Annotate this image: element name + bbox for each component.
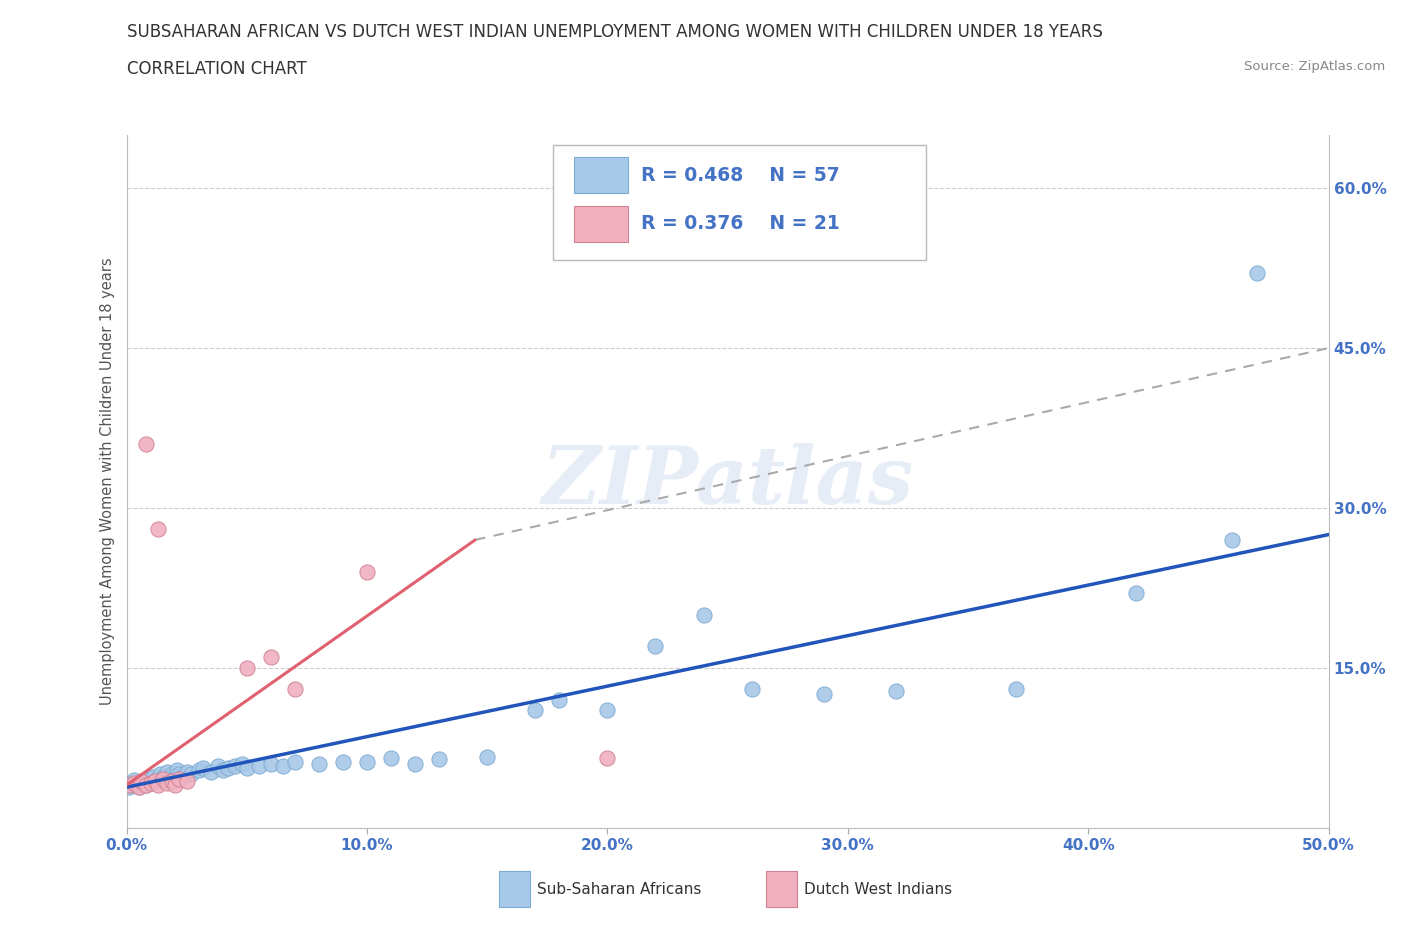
Point	[180, 767, 202, 782]
Point	[211, 763, 233, 777]
Point	[120, 776, 142, 790]
Point	[271, 759, 294, 774]
Point	[152, 771, 174, 786]
FancyBboxPatch shape	[554, 145, 927, 259]
Point	[118, 779, 141, 794]
Point	[145, 774, 167, 789]
Text: R = 0.468    N = 57: R = 0.468 N = 57	[641, 166, 839, 184]
Point	[1222, 533, 1244, 548]
Point	[284, 754, 307, 769]
Point	[596, 751, 619, 766]
Point	[524, 703, 547, 718]
Point	[146, 777, 169, 792]
Y-axis label: Unemployment Among Women with Children Under 18 years: Unemployment Among Women with Children U…	[100, 258, 115, 705]
Point	[132, 774, 155, 789]
Point	[176, 774, 198, 789]
Point	[170, 769, 193, 784]
Point	[380, 751, 402, 766]
Point	[692, 607, 714, 622]
Text: ZIPatlas: ZIPatlas	[541, 443, 914, 520]
Text: R = 0.376    N = 21: R = 0.376 N = 21	[641, 214, 839, 233]
FancyBboxPatch shape	[574, 206, 628, 242]
Point	[260, 756, 283, 771]
Text: CORRELATION CHART: CORRELATION CHART	[127, 60, 307, 78]
Point	[596, 703, 619, 718]
Point	[548, 692, 571, 707]
Point	[1125, 586, 1147, 601]
Point	[404, 756, 426, 771]
Point	[129, 776, 152, 790]
Point	[235, 660, 259, 675]
Point	[128, 779, 150, 794]
Point	[156, 776, 179, 790]
Point	[135, 777, 157, 792]
Point	[169, 767, 191, 782]
Point	[308, 756, 330, 771]
Point	[146, 771, 169, 786]
Point	[135, 777, 157, 792]
Point	[235, 761, 259, 776]
Point	[217, 761, 239, 776]
Point	[152, 769, 174, 784]
Point	[129, 774, 152, 789]
Point	[163, 769, 186, 784]
Point	[176, 764, 198, 779]
Point	[159, 771, 181, 786]
Point	[1246, 266, 1268, 281]
Point	[231, 756, 253, 771]
Point	[122, 776, 145, 790]
Point	[193, 761, 215, 776]
Point	[813, 687, 835, 702]
Point	[1005, 682, 1028, 697]
Point	[166, 763, 188, 777]
Point	[139, 776, 162, 790]
Point	[356, 565, 378, 579]
Point	[884, 684, 907, 698]
Point	[125, 777, 148, 792]
Point	[139, 776, 162, 790]
Point	[160, 767, 183, 782]
Point	[741, 682, 763, 697]
Point	[135, 436, 157, 451]
Point	[136, 771, 159, 786]
Point	[260, 650, 283, 665]
Point	[146, 522, 169, 537]
Point	[356, 754, 378, 769]
Point	[153, 774, 176, 789]
Point	[207, 759, 229, 774]
Point	[200, 764, 222, 779]
Text: Sub-Saharan Africans: Sub-Saharan Africans	[537, 882, 702, 897]
Point	[169, 771, 191, 786]
Point	[149, 767, 172, 782]
Point	[475, 750, 498, 764]
Point	[128, 779, 150, 794]
Point	[284, 682, 307, 697]
Text: Dutch West Indians: Dutch West Indians	[804, 882, 952, 897]
Point	[644, 639, 666, 654]
Text: SUBSAHARAN AFRICAN VS DUTCH WEST INDIAN UNEMPLOYMENT AMONG WOMEN WITH CHILDREN U: SUBSAHARAN AFRICAN VS DUTCH WEST INDIAN …	[127, 23, 1102, 41]
Point	[332, 754, 354, 769]
Point	[427, 752, 450, 767]
Point	[145, 774, 167, 789]
Point	[247, 759, 270, 774]
Point	[224, 759, 246, 774]
Point	[142, 769, 165, 784]
Point	[163, 777, 186, 792]
Point	[160, 774, 183, 789]
Point	[187, 763, 209, 777]
Text: Source: ZipAtlas.com: Source: ZipAtlas.com	[1244, 60, 1385, 73]
Point	[118, 777, 141, 792]
Point	[122, 772, 145, 787]
Point	[156, 764, 179, 779]
FancyBboxPatch shape	[574, 157, 628, 193]
